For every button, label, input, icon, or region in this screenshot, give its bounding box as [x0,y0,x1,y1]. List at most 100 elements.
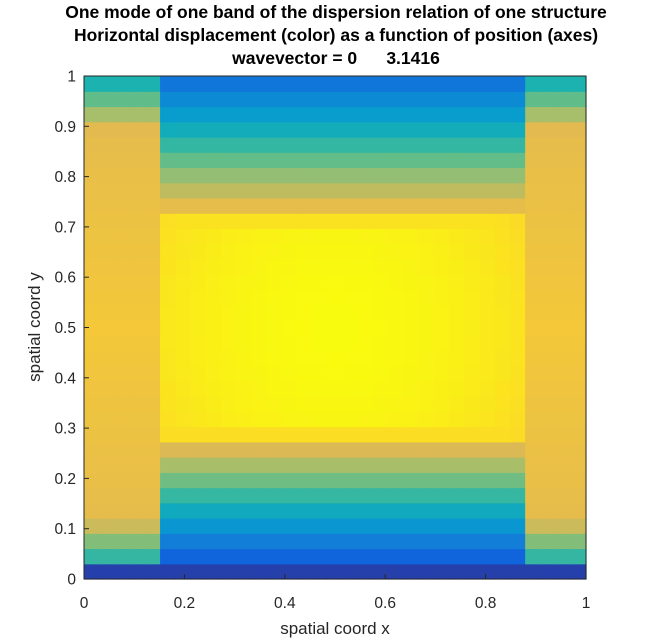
heatmap-cell [373,136,389,153]
heatmap-cell [99,106,116,123]
heatmap-cell [555,396,572,412]
heatmap-cell [220,76,237,92]
heatmap-cell [220,258,237,275]
heatmap-cell [114,228,131,245]
heatmap-cell [479,213,496,230]
heatmap-cell [388,182,405,199]
heatmap-cell [220,533,237,550]
heatmap-cell [251,441,268,458]
heatmap-cell [296,319,313,336]
heatmap-cell [373,121,389,138]
heatmap-cell [251,304,268,321]
heatmap-cell [190,441,207,458]
heatmap-cell [327,396,344,412]
heatmap-cell [403,548,420,565]
heatmap-cell [175,274,192,290]
heatmap-cell [312,472,328,489]
heatmap-cell [266,502,283,519]
heatmap-cell [342,548,359,565]
heatmap-cell [220,319,237,336]
heatmap-cell [525,274,541,290]
heatmap-cell [99,304,116,321]
heatmap-cell [540,411,557,428]
heatmap-cell [525,487,541,504]
heatmap-cell [342,167,359,184]
heatmap-cell [175,533,192,550]
y-axis-label: spatial coord y [25,272,44,382]
heatmap-cell [509,304,526,321]
heatmap-cell [84,457,100,473]
heatmap-cell [144,487,161,504]
heatmap-cell [342,335,359,351]
heatmap-cell [403,335,420,351]
heatmap-cell [296,228,313,245]
heatmap-cell [433,152,450,169]
heatmap-cell [403,518,420,534]
heatmap-cell [236,411,252,428]
heatmap-cell [403,274,420,290]
heatmap-cell [236,136,252,153]
heatmap-cell [388,76,405,92]
heatmap-cell [266,396,283,412]
heatmap-cell [494,121,511,138]
heatmap-cell [418,76,435,92]
heatmap-cell [190,548,207,565]
heatmap-cell [129,548,146,565]
heatmap-cell [251,502,268,519]
heatmap-cell [205,411,222,428]
heatmap-cell [129,243,146,260]
heatmap-cell [205,319,222,336]
heatmap-cell [388,228,405,245]
heatmap-cell [525,258,541,275]
heatmap-cell [494,457,511,473]
heatmap-cell [296,335,313,351]
heatmap-cell [555,152,572,169]
heatmap-cell [281,502,298,519]
heatmap-cell [205,152,222,169]
heatmap-cell [449,106,465,123]
heatmap-cell [342,274,359,290]
heatmap-cell [175,228,192,245]
heatmap-cell [327,350,344,367]
heatmap-cell [160,380,176,397]
heatmap-cell [296,121,313,138]
heatmap-cell [555,319,572,336]
heatmap-cell [190,106,207,123]
heatmap-cell [129,304,146,321]
heatmap-cell [509,380,526,397]
heatmap-cell [464,289,481,306]
heatmap-cell [464,136,481,153]
heatmap-cell [525,411,541,428]
heatmap-cell [433,380,450,397]
heatmap-cell [570,258,587,275]
heatmap-cell [357,121,374,138]
heatmap-cell [357,243,374,260]
heatmap-cell [525,121,541,138]
heatmap-cell [357,472,374,489]
heatmap-cell [357,441,374,458]
heatmap-cell [251,396,268,412]
heatmap-cell [236,152,252,169]
heatmap-cell [251,472,268,489]
heatmap-cell [449,121,465,138]
heatmap-cell [525,167,541,184]
heatmap-cell [464,472,481,489]
heatmap-cell [190,502,207,519]
heatmap-cell [570,76,587,92]
heatmap-cell [312,243,328,260]
heatmap-cell [494,487,511,504]
heatmap-cell [327,457,344,473]
heatmap-cell [388,258,405,275]
heatmap-cell [327,197,344,214]
heatmap-cell [144,76,161,92]
heatmap-cell [281,335,298,351]
heatmap-cell [357,228,374,245]
heatmap-cell [312,426,328,443]
heatmap-cell [236,457,252,473]
heatmap-cell [251,213,268,230]
heatmap-cell [418,441,435,458]
y-tick-label: 0.7 [54,219,76,236]
heatmap-cell [342,563,359,580]
heatmap-cell [190,197,207,214]
heatmap-cell [403,441,420,458]
